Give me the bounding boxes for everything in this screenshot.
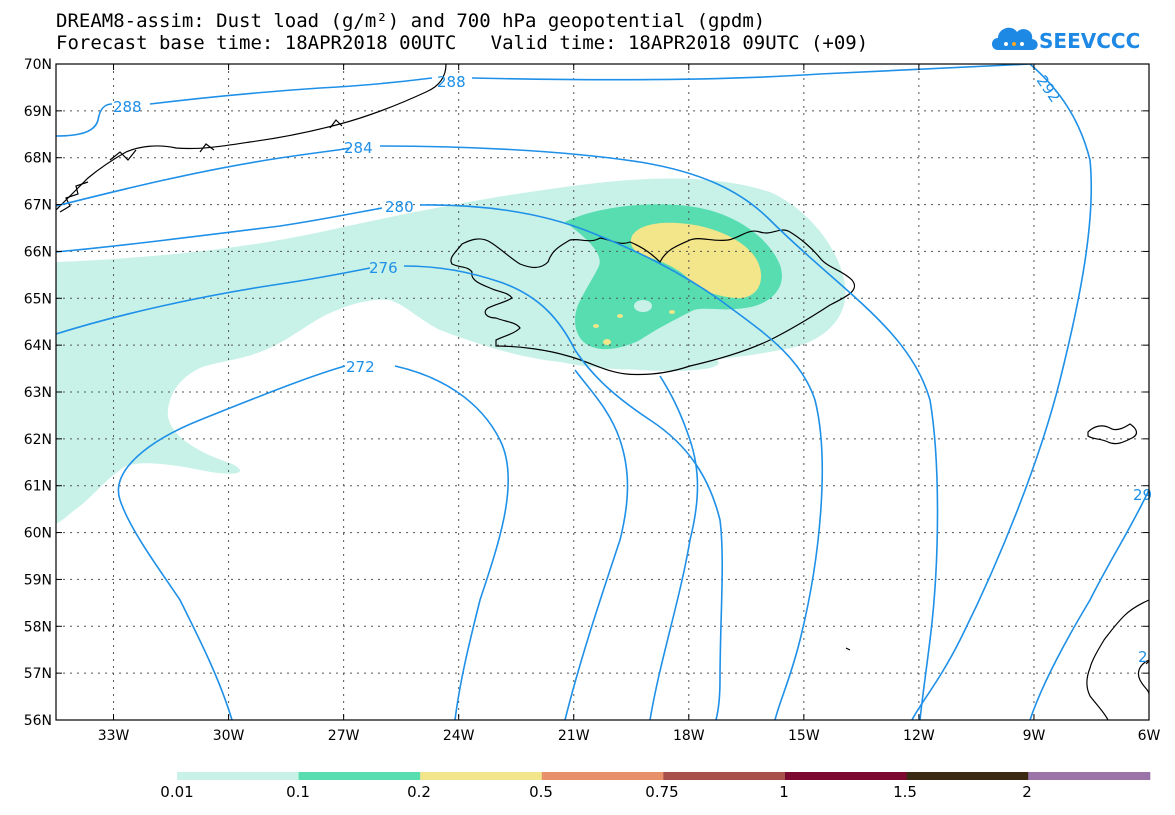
colorbar-label: 0.01 bbox=[160, 783, 194, 801]
dust-load-shading bbox=[56, 178, 846, 524]
dust-spot-0-2-d bbox=[669, 310, 675, 314]
lat-label: 63N bbox=[24, 385, 52, 401]
colorbar-swatch bbox=[541, 772, 664, 780]
map-title: DREAM8-assim: Dust load (g/m²) and 700 h… bbox=[56, 10, 766, 32]
lon-label: 33W bbox=[98, 728, 130, 744]
lat-label: 60N bbox=[24, 526, 52, 542]
seevccc-logo: SEEVCCC bbox=[988, 16, 1140, 62]
colorbar-label: 2 bbox=[1022, 783, 1032, 801]
colorbar-label: 0.1 bbox=[286, 783, 310, 801]
contour-288 bbox=[56, 64, 1031, 137]
lat-label: 58N bbox=[24, 619, 52, 635]
colorbar-label: 0.5 bbox=[529, 783, 553, 801]
lat-label: 62N bbox=[24, 432, 52, 448]
colorbar-swatch bbox=[1028, 772, 1151, 780]
lon-label: 18W bbox=[673, 728, 705, 744]
colorbar-swatch bbox=[420, 772, 543, 780]
iceland-coastline bbox=[450, 229, 856, 376]
greenland-fjords bbox=[59, 119, 343, 213]
dust-spot-0-2-c bbox=[617, 314, 623, 318]
geopotential-contours bbox=[56, 64, 1149, 720]
lat-label: 68N bbox=[24, 151, 52, 167]
dust-spot-0-2-b bbox=[593, 324, 599, 328]
faroe-islands bbox=[1087, 423, 1138, 445]
lat-label: 67N bbox=[24, 198, 52, 214]
colorbar-label: 1.5 bbox=[893, 783, 917, 801]
map-subtitle-times: Forecast base time: 18APR2018 00UTC Vali… bbox=[56, 32, 869, 54]
colorbar-swatch bbox=[298, 772, 421, 780]
logo-text: SEEVCCC bbox=[1039, 29, 1141, 53]
contour-284 bbox=[56, 145, 939, 720]
contour-276 bbox=[56, 265, 724, 720]
lon-label: 21W bbox=[558, 728, 590, 744]
scotland-coastline bbox=[1086, 599, 1149, 720]
colorbar-label: 0.2 bbox=[407, 783, 431, 801]
axis-ticks bbox=[56, 63, 1150, 721]
lat-label: 59N bbox=[24, 572, 52, 588]
lat-label: 70N bbox=[24, 57, 52, 73]
cloud-logo-icon bbox=[992, 27, 1038, 50]
colorbar-swatch bbox=[785, 772, 908, 780]
lat-label: 69N bbox=[24, 104, 52, 120]
graticule bbox=[56, 64, 1149, 720]
dust-spot-0-2-a bbox=[603, 339, 611, 345]
latitude-labels: 70N 69N 68N 67N 66N 65N 64N 63N 62N 61N 60N 59N 58N 5… bbox=[24, 57, 52, 729]
contour-label-280: 280 bbox=[385, 198, 414, 216]
contour-292b bbox=[1029, 489, 1149, 720]
lon-label: 15W bbox=[788, 728, 820, 744]
lon-label: 9W bbox=[1023, 728, 1046, 744]
contour-272 bbox=[117, 365, 510, 720]
lon-label: 6W bbox=[1138, 728, 1161, 744]
contour-292 bbox=[911, 64, 1093, 720]
contour-label-288-west: 288 bbox=[113, 98, 142, 116]
colorbar-label: 1 bbox=[779, 783, 789, 801]
lat-label: 57N bbox=[24, 666, 52, 682]
colorbar bbox=[177, 772, 1151, 780]
contour-label-29: 29 bbox=[1133, 486, 1152, 504]
longitude-labels: 33W 30W 27W 24W 21W 18W 15W 12W 9W 6W bbox=[98, 728, 1161, 744]
contour-label-272: 272 bbox=[346, 358, 375, 376]
colorbar-swatch bbox=[906, 772, 1029, 780]
lat-label: 65N bbox=[24, 291, 52, 307]
contour-280 bbox=[56, 204, 823, 720]
coastlines bbox=[56, 64, 1149, 720]
lat-label: 66N bbox=[24, 244, 52, 260]
contour-label-276: 276 bbox=[369, 259, 398, 277]
contour-label-284: 284 bbox=[344, 139, 373, 157]
contour-274 bbox=[564, 369, 629, 720]
dust-region-0-01-south bbox=[620, 351, 719, 371]
greenland-coastline bbox=[56, 64, 447, 211]
lat-label: 56N bbox=[24, 713, 52, 729]
colorbar-swatch bbox=[177, 772, 300, 780]
lat-label: 61N bbox=[24, 479, 52, 495]
colorbar-label: 0.75 bbox=[645, 783, 679, 801]
colorbar-swatch bbox=[663, 772, 786, 780]
dust-region-0-2 bbox=[630, 222, 762, 299]
dust-gap bbox=[634, 300, 652, 312]
lon-label: 24W bbox=[443, 728, 475, 744]
lon-label: 27W bbox=[328, 728, 360, 744]
contour-label-288-north: 288 bbox=[437, 73, 466, 91]
contour-label-2: 2 bbox=[1138, 648, 1148, 666]
small-islands bbox=[845, 647, 1149, 665]
contour-278 bbox=[649, 375, 699, 720]
lon-label: 12W bbox=[903, 728, 935, 744]
contour-label-292: 292 bbox=[1033, 72, 1064, 106]
lon-label: 30W bbox=[213, 728, 245, 744]
lat-label: 64N bbox=[24, 338, 52, 354]
